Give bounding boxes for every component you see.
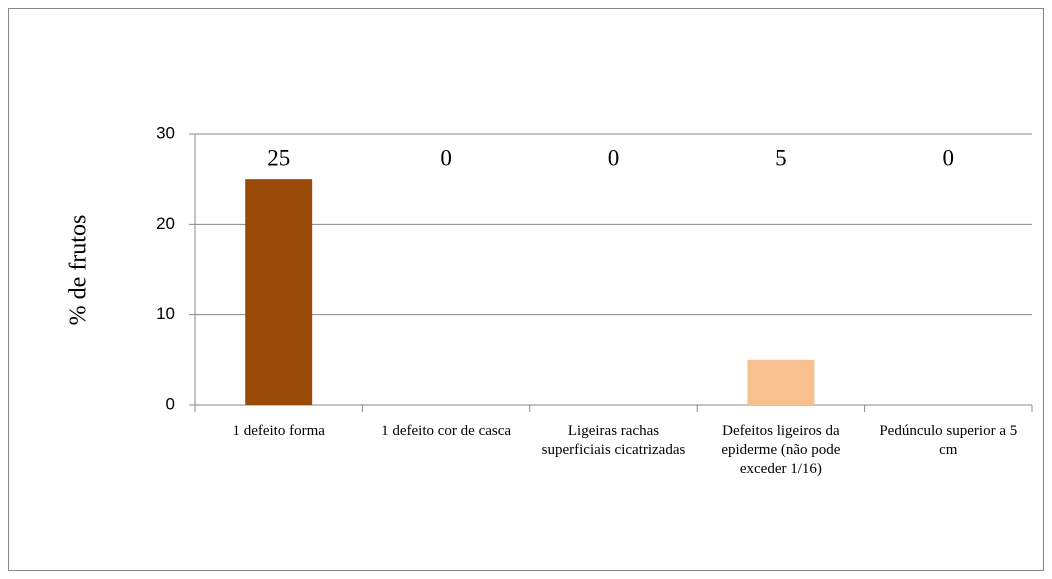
- x-tick-label: Ligeiras rachas superficiais cicatrizada…: [541, 423, 686, 458]
- bar: [747, 359, 815, 405]
- x-tick-label: 1 defeito cor de casca: [381, 423, 512, 439]
- y-tick-label: 30: [156, 123, 175, 142]
- data-label: 5: [775, 145, 787, 170]
- y-tick-label: 20: [156, 214, 175, 233]
- bar: [245, 179, 313, 405]
- y-tick-label: 0: [166, 394, 175, 413]
- data-label: 0: [943, 145, 955, 170]
- chart-frame: [8, 8, 1044, 571]
- x-tick-label: 1 defeito forma: [232, 423, 325, 439]
- y-tick-label: 10: [156, 304, 175, 323]
- data-label: 25: [267, 145, 290, 170]
- x-tick-label: Pedúnculo superior a 5 cm: [879, 423, 1018, 458]
- data-label: 0: [608, 145, 620, 170]
- y-axis-title: % de frutos: [66, 215, 92, 326]
- data-label: 0: [440, 145, 452, 170]
- x-tick-label: Defeitos ligeiros da epiderme (não pode …: [721, 423, 841, 477]
